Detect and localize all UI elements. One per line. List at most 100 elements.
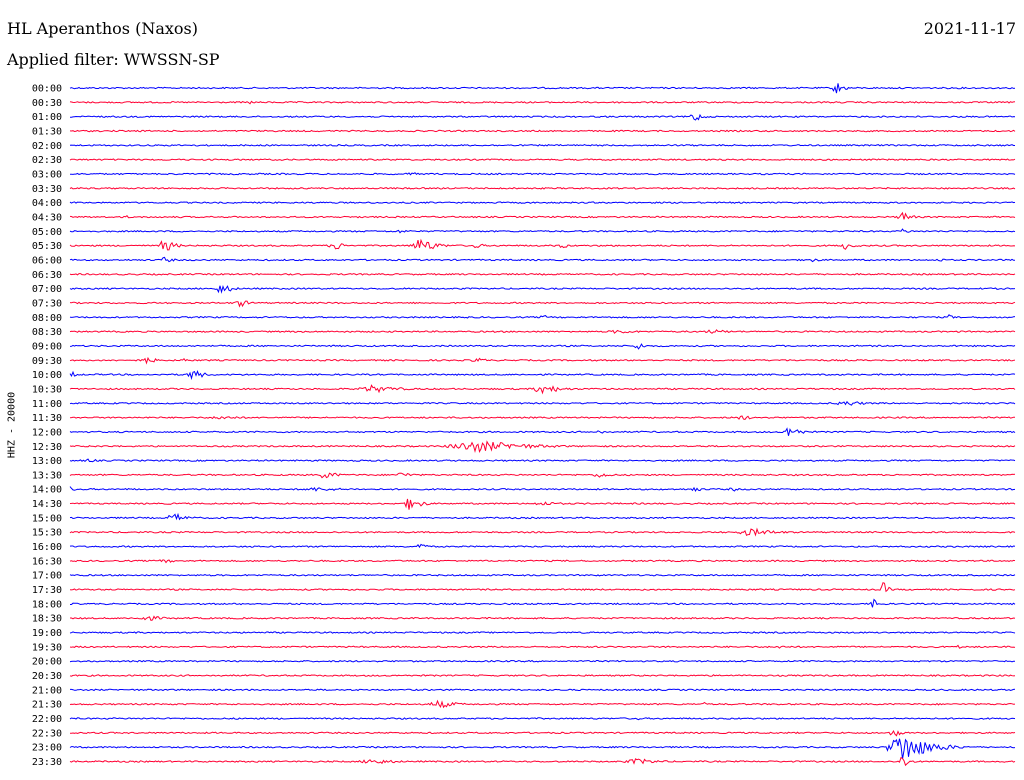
seismic-trace xyxy=(69,729,1016,737)
seismic-trace xyxy=(69,83,1016,94)
seismic-trace xyxy=(69,356,1016,365)
seismic-trace xyxy=(69,472,1016,479)
seismic-trace xyxy=(69,527,1016,537)
time-tick-label: 16:00 xyxy=(32,542,62,553)
time-tick-label: 18:00 xyxy=(32,599,62,610)
seismic-trace xyxy=(70,598,1016,608)
seismic-trace xyxy=(69,644,1016,649)
time-tick-label: 13:00 xyxy=(32,456,62,467)
seismic-trace xyxy=(69,756,1016,767)
time-tick-label: 07:30 xyxy=(32,298,62,309)
seismic-trace xyxy=(69,573,1016,577)
time-tick-label: 08:30 xyxy=(32,327,62,338)
time-tick-label: 04:00 xyxy=(32,198,62,209)
time-tick-label: 00:30 xyxy=(32,98,62,109)
filter-label: Applied filter: WWSSN-SP xyxy=(7,50,220,69)
time-tick-label: 20:30 xyxy=(32,671,62,682)
time-tick-label: 01:30 xyxy=(32,126,62,137)
seismic-trace xyxy=(69,415,1015,420)
time-tick-label: 19:30 xyxy=(32,642,62,653)
time-tick-label: 05:30 xyxy=(32,241,62,252)
time-tick-label: 08:00 xyxy=(32,313,62,324)
time-tick-label: 23:30 xyxy=(32,757,62,768)
time-tick-label: 09:00 xyxy=(32,341,62,352)
time-tick-label: 09:30 xyxy=(32,356,62,367)
time-tick-label: 15:00 xyxy=(32,513,62,524)
seismic-trace xyxy=(69,427,1016,436)
time-tick-label: 03:00 xyxy=(32,169,62,180)
time-tick-label: 22:00 xyxy=(32,714,62,725)
seismic-trace xyxy=(69,113,1016,121)
time-tick-label: 05:00 xyxy=(32,227,62,238)
seismic-trace xyxy=(70,688,1016,692)
seismic-trace xyxy=(69,659,1016,663)
seismic-trace xyxy=(69,285,1016,294)
seismic-trace xyxy=(69,486,1016,492)
station-title: HL Aperanthos (Naxos) xyxy=(7,19,198,38)
time-tick-label: 07:00 xyxy=(32,284,62,295)
seismic-trace xyxy=(69,129,1016,133)
time-tick-label: 04:30 xyxy=(32,212,62,223)
time-tick-label: 15:30 xyxy=(32,528,62,539)
seismic-trace xyxy=(69,143,1015,147)
time-tick-label: 02:00 xyxy=(32,141,62,152)
time-tick-label: 11:30 xyxy=(32,413,62,424)
seismic-trace xyxy=(69,458,1016,463)
seismic-trace xyxy=(69,543,1016,549)
seismic-trace xyxy=(69,400,1016,406)
time-tick-label: 10:00 xyxy=(32,370,62,381)
seismic-trace xyxy=(69,256,1016,263)
time-tick-label: 03:30 xyxy=(32,184,62,195)
time-tick-label: 06:30 xyxy=(32,270,62,281)
seismic-trace xyxy=(69,369,1016,381)
time-tick-label: 14:30 xyxy=(32,499,62,510)
time-tick-label: 11:00 xyxy=(32,399,62,410)
seismic-trace xyxy=(69,228,1016,234)
seismic-trace xyxy=(69,699,1016,709)
time-tick-label: 00:00 xyxy=(32,84,62,95)
seismic-trace xyxy=(69,343,1016,350)
time-tick-label: 06:00 xyxy=(32,255,62,266)
seismic-trace xyxy=(69,329,1016,334)
seismic-trace xyxy=(69,440,1016,454)
time-tick-label: 12:30 xyxy=(32,442,62,453)
seismic-trace xyxy=(69,314,1016,319)
seismic-trace xyxy=(69,738,1016,760)
seismic-trace xyxy=(69,498,1016,510)
time-tick-label: 19:00 xyxy=(32,628,62,639)
time-tick-label: 10:30 xyxy=(32,384,62,395)
seismic-trace xyxy=(69,238,1016,251)
time-tick-label: 21:00 xyxy=(32,685,62,696)
seismic-trace xyxy=(69,201,1016,204)
time-tick-label: 20:00 xyxy=(32,657,62,668)
seismic-trace xyxy=(69,717,1016,721)
time-tick-label: 17:30 xyxy=(32,585,62,596)
time-tick-label: 13:30 xyxy=(32,470,62,481)
seismic-trace xyxy=(69,300,1016,308)
time-tick-label: 23:00 xyxy=(32,743,62,754)
date-label: 2021-11-17 xyxy=(923,19,1016,38)
time-tick-label: 12:00 xyxy=(32,427,62,438)
time-tick-label: 01:00 xyxy=(32,112,62,123)
time-tick-label: 22:30 xyxy=(32,728,62,739)
seismic-trace xyxy=(70,615,1016,621)
seismic-trace xyxy=(69,559,1016,564)
time-tick-label: 18:30 xyxy=(32,614,62,625)
seismic-trace xyxy=(69,582,1016,593)
time-tick-label: 21:30 xyxy=(32,700,62,711)
seismic-trace xyxy=(69,631,1016,634)
seismic-trace xyxy=(69,100,1016,105)
seismic-trace xyxy=(69,272,1016,276)
time-tick-label: 14:00 xyxy=(32,485,62,496)
time-tick-label: 02:30 xyxy=(32,155,62,166)
seismic-trace xyxy=(69,674,1016,677)
seismic-trace xyxy=(69,186,1016,190)
seismic-trace xyxy=(69,512,1016,521)
seismic-trace xyxy=(69,158,1016,161)
seismic-trace xyxy=(69,211,1016,220)
seismic-trace xyxy=(69,384,1016,395)
seismic-trace xyxy=(69,172,1016,176)
time-tick-label: 17:00 xyxy=(32,571,62,582)
time-tick-label: 16:30 xyxy=(32,556,62,567)
